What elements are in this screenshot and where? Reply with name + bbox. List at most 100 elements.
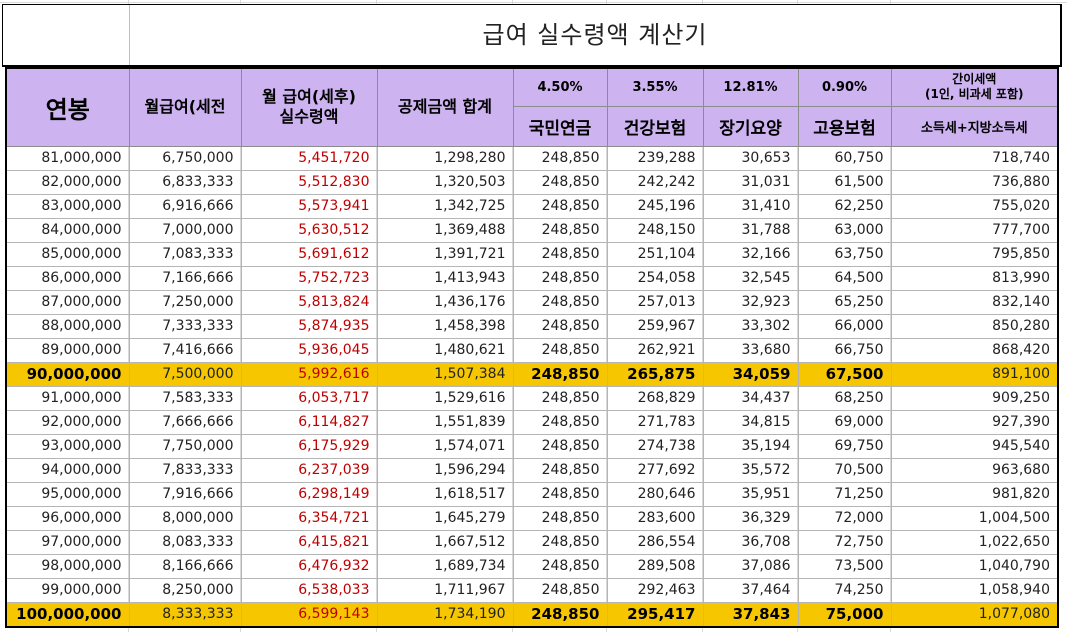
cell-longterm-care[interactable]: 34,059 xyxy=(702,361,799,387)
cell-deduction-total[interactable]: 1,436,176 xyxy=(376,289,514,315)
cell-monthly-net[interactable]: 6,237,039 xyxy=(240,457,378,483)
cell-health-insurance[interactable]: 257,013 xyxy=(606,289,704,315)
cell-annual-salary[interactable]: 100,000,000 xyxy=(5,601,130,627)
cell-annual-salary[interactable]: 90,000,000 xyxy=(5,361,130,387)
cell-monthly-net[interactable]: 6,354,721 xyxy=(240,505,378,531)
cell-health-insurance[interactable]: 295,417 xyxy=(606,601,704,627)
cell-monthly-pre-tax[interactable]: 7,000,000 xyxy=(128,217,242,243)
cell-deduction-total[interactable]: 1,369,488 xyxy=(376,217,514,243)
cell-longterm-care[interactable]: 34,437 xyxy=(702,385,799,411)
cell-deduction-total[interactable]: 1,342,725 xyxy=(376,193,514,219)
cell-annual-salary[interactable]: 98,000,000 xyxy=(5,553,130,579)
cell-longterm-care[interactable]: 31,788 xyxy=(702,217,799,243)
cell-pension[interactable]: 248,850 xyxy=(512,529,608,555)
cell-deduction-total[interactable]: 1,320,503 xyxy=(376,169,514,195)
cell-health-insurance[interactable]: 259,967 xyxy=(606,313,704,339)
cell-deduction-total[interactable]: 1,574,071 xyxy=(376,433,514,459)
cell-health-insurance[interactable]: 248,150 xyxy=(606,217,704,243)
cell-pension[interactable]: 248,850 xyxy=(512,289,608,315)
rate-health[interactable]: 3.55% xyxy=(606,67,704,107)
cell-longterm-care[interactable]: 37,843 xyxy=(702,601,799,627)
cell-pension[interactable]: 248,850 xyxy=(512,553,608,579)
cell-employment-insurance[interactable]: 68,250 xyxy=(797,385,892,411)
cell-employment-insurance[interactable]: 75,000 xyxy=(797,601,892,627)
cell-monthly-pre-tax[interactable]: 7,416,666 xyxy=(128,337,242,363)
cell-income-tax[interactable]: 777,700 xyxy=(890,217,1059,243)
cell-income-tax[interactable]: 832,140 xyxy=(890,289,1059,315)
cell-health-insurance[interactable]: 251,104 xyxy=(606,241,704,267)
cell-employment-insurance[interactable]: 66,750 xyxy=(797,337,892,363)
header-income-tax[interactable]: 소득세+지방소득세 xyxy=(890,105,1059,147)
cell-employment-insurance[interactable]: 61,500 xyxy=(797,169,892,195)
cell-longterm-care[interactable]: 30,653 xyxy=(702,145,799,171)
cell-longterm-care[interactable]: 33,302 xyxy=(702,313,799,339)
cell-health-insurance[interactable]: 286,554 xyxy=(606,529,704,555)
rate-pension[interactable]: 4.50% xyxy=(512,67,608,107)
cell-health-insurance[interactable]: 268,829 xyxy=(606,385,704,411)
cell-monthly-net[interactable]: 6,476,932 xyxy=(240,553,378,579)
cell-health-insurance[interactable]: 254,058 xyxy=(606,265,704,291)
cell-annual-salary[interactable]: 92,000,000 xyxy=(5,409,130,435)
cell-deduction-total[interactable]: 1,413,943 xyxy=(376,265,514,291)
cell-monthly-net[interactable]: 5,512,830 xyxy=(240,169,378,195)
cell-annual-salary[interactable]: 86,000,000 xyxy=(5,265,130,291)
cell-annual-salary[interactable]: 89,000,000 xyxy=(5,337,130,363)
cell-income-tax[interactable]: 795,850 xyxy=(890,241,1059,267)
cell-monthly-net[interactable]: 6,415,821 xyxy=(240,529,378,555)
cell-income-tax[interactable]: 1,040,790 xyxy=(890,553,1059,579)
cell-deduction-total[interactable]: 1,689,734 xyxy=(376,553,514,579)
cell-monthly-pre-tax[interactable]: 8,166,666 xyxy=(128,553,242,579)
cell-monthly-pre-tax[interactable]: 7,666,666 xyxy=(128,409,242,435)
cell-employment-insurance[interactable]: 63,750 xyxy=(797,241,892,267)
header-deduction-total[interactable]: 공제금액 합계 xyxy=(376,67,514,147)
cell-monthly-pre-tax[interactable]: 6,833,333 xyxy=(128,169,242,195)
cell-health-insurance[interactable]: 280,646 xyxy=(606,481,704,507)
cell-annual-salary[interactable]: 93,000,000 xyxy=(5,433,130,459)
cell-monthly-net[interactable]: 5,573,941 xyxy=(240,193,378,219)
cell-pension[interactable]: 248,850 xyxy=(512,577,608,603)
cell-monthly-net[interactable]: 6,298,149 xyxy=(240,481,378,507)
cell-employment-insurance[interactable]: 64,500 xyxy=(797,265,892,291)
cell-longterm-care[interactable]: 31,031 xyxy=(702,169,799,195)
cell-pension[interactable]: 248,850 xyxy=(512,505,608,531)
rate-longterm-care[interactable]: 12.81% xyxy=(702,67,799,107)
cell-monthly-pre-tax[interactable]: 7,250,000 xyxy=(128,289,242,315)
cell-deduction-total[interactable]: 1,529,616 xyxy=(376,385,514,411)
cell-longterm-care[interactable]: 36,708 xyxy=(702,529,799,555)
cell-annual-salary[interactable]: 95,000,000 xyxy=(5,481,130,507)
cell-income-tax[interactable]: 1,022,650 xyxy=(890,529,1059,555)
cell-pension[interactable]: 248,850 xyxy=(512,217,608,243)
cell-employment-insurance[interactable]: 72,000 xyxy=(797,505,892,531)
cell-health-insurance[interactable]: 271,783 xyxy=(606,409,704,435)
cell-income-tax[interactable]: 755,020 xyxy=(890,193,1059,219)
cell-employment-insurance[interactable]: 73,500 xyxy=(797,553,892,579)
cell-deduction-total[interactable]: 1,734,190 xyxy=(376,601,514,627)
cell-deduction-total[interactable]: 1,391,721 xyxy=(376,241,514,267)
cell-health-insurance[interactable]: 265,875 xyxy=(606,361,704,387)
cell-deduction-total[interactable]: 1,507,384 xyxy=(376,361,514,387)
cell-monthly-pre-tax[interactable]: 6,750,000 xyxy=(128,145,242,171)
cell-employment-insurance[interactable]: 63,000 xyxy=(797,217,892,243)
header-longterm-care[interactable]: 장기요양 xyxy=(702,105,799,147)
cell-income-tax[interactable]: 850,280 xyxy=(890,313,1059,339)
cell-pension[interactable]: 248,850 xyxy=(512,409,608,435)
cell-monthly-pre-tax[interactable]: 8,333,333 xyxy=(128,601,242,627)
header-simple-tax-note[interactable]: 간이세액 (1인, 비과세 포함) xyxy=(890,67,1059,107)
cell-income-tax[interactable]: 981,820 xyxy=(890,481,1059,507)
cell-longterm-care[interactable]: 31,410 xyxy=(702,193,799,219)
cell-deduction-total[interactable]: 1,596,294 xyxy=(376,457,514,483)
cell-longterm-care[interactable]: 37,086 xyxy=(702,553,799,579)
cell-pension[interactable]: 248,850 xyxy=(512,265,608,291)
cell-pension[interactable]: 248,850 xyxy=(512,169,608,195)
cell-annual-salary[interactable]: 94,000,000 xyxy=(5,457,130,483)
cell-longterm-care[interactable]: 32,166 xyxy=(702,241,799,267)
cell-longterm-care[interactable]: 35,951 xyxy=(702,481,799,507)
cell-longterm-care[interactable]: 32,545 xyxy=(702,265,799,291)
cell-pension[interactable]: 248,850 xyxy=(512,313,608,339)
cell-income-tax[interactable]: 1,004,500 xyxy=(890,505,1059,531)
cell-monthly-pre-tax[interactable]: 8,083,333 xyxy=(128,529,242,555)
cell-annual-salary[interactable]: 96,000,000 xyxy=(5,505,130,531)
cell-monthly-net[interactable]: 5,936,045 xyxy=(240,337,378,363)
cell-health-insurance[interactable]: 239,288 xyxy=(606,145,704,171)
cell-employment-insurance[interactable]: 72,750 xyxy=(797,529,892,555)
